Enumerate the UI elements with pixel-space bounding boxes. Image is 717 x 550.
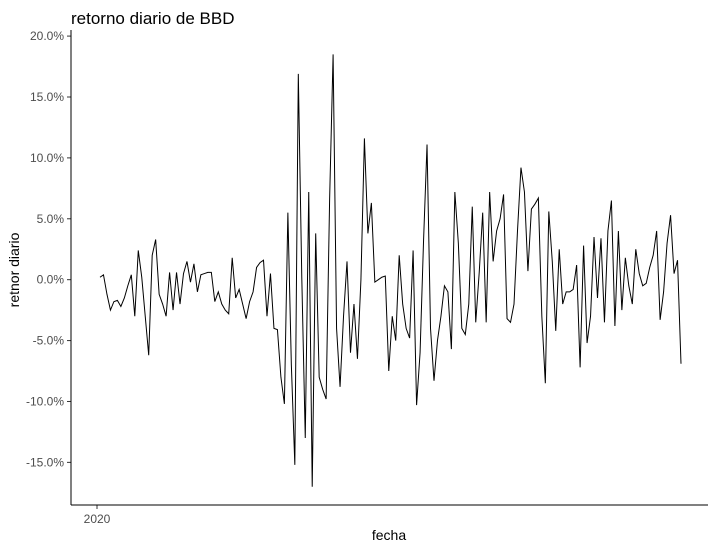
y-tick-label: 0.0%: [37, 273, 65, 287]
y-tick-label: 20.0%: [30, 29, 64, 43]
y-tick-label: -10.0%: [26, 394, 64, 408]
y-tick-label: 15.0%: [30, 90, 64, 104]
x-axis-label: fecha: [372, 527, 406, 543]
y-axis-ticks: 20.0% 15.0% 10.0% 5.0% 0.0% -5.0% -10.0% -15.0%: [26, 29, 71, 469]
chart-title: retorno diario de BBD: [71, 9, 234, 28]
y-tick-label: 5.0%: [37, 212, 65, 226]
y-tick-label: -5.0%: [33, 334, 65, 348]
y-axis-label: retnor diario: [6, 232, 22, 307]
x-tick-label: 2020: [84, 512, 111, 526]
x-axis-ticks: 2020: [84, 505, 111, 526]
y-tick-label: 10.0%: [30, 151, 64, 165]
y-tick-label: -15.0%: [26, 455, 64, 469]
series-line: [99, 54, 682, 487]
